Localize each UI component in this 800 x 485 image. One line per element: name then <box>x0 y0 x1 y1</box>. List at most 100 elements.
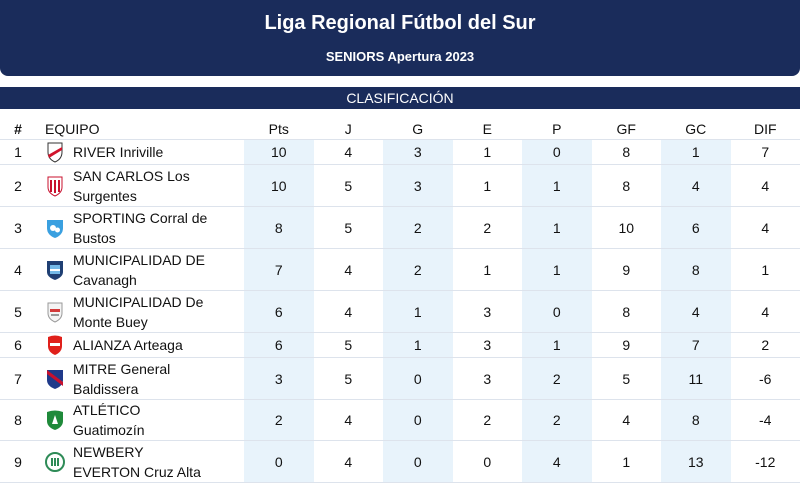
drawn: 2 <box>483 219 492 236</box>
col-g: G <box>412 121 424 137</box>
section-title: CLASIFICACIÓN <box>0 87 800 109</box>
pts: 8 <box>244 206 314 249</box>
drawn: 3 <box>483 337 492 353</box>
table-row: 8 ATLÉTICO Guatimozín 2 4 0 2 2 4 8 -4 <box>0 399 800 441</box>
col-p: P <box>552 121 562 137</box>
goal-difference: 4 <box>761 303 770 320</box>
tournament-subtitle: SENIORS Apertura 2023 <box>325 49 475 64</box>
played: 4 <box>344 412 353 428</box>
table-row: 1 RIVER Inriville 10 4 3 1 0 8 1 7 <box>0 139 800 165</box>
standings-header: # EQUIPO Pts J G E P GF GC DIF <box>0 119 800 140</box>
drawn: 3 <box>483 370 492 387</box>
municipalidad-monte-buey-crest-icon <box>47 302 63 323</box>
goals-for: 4 <box>622 412 631 428</box>
team-cell[interactable]: NEWBERY EVERTON Cruz Alta <box>36 441 244 483</box>
position: 2 <box>14 177 22 194</box>
goal-difference: 1 <box>761 261 770 278</box>
newbery-crest-icon <box>45 451 65 472</box>
team-name: RIVER Inriville <box>73 144 164 160</box>
team-cell[interactable]: MUNICIPALIDAD DE Cavanagh <box>36 249 244 291</box>
lost: 4 <box>522 440 592 483</box>
pts: 3 <box>244 357 314 400</box>
goal-difference: 7 <box>761 144 770 160</box>
position: 7 <box>14 370 22 387</box>
municipalidad-cavanagh-crest-icon <box>47 260 63 280</box>
pts: 10 <box>244 139 314 165</box>
goal-difference: 2 <box>761 337 770 353</box>
team-name: MUNICIPALIDAD De Monte Buey <box>73 293 204 330</box>
table-row: 9 NEWBERY EVERTON Cruz Alta 0 4 0 0 4 1 … <box>0 440 800 483</box>
goal-difference: -12 <box>755 453 776 470</box>
played: 4 <box>344 261 353 278</box>
position: 4 <box>14 261 22 278</box>
lost: 0 <box>522 290 592 333</box>
team-name: MUNICIPALIDAD DE Cavanagh <box>73 251 205 288</box>
drawn: 2 <box>483 412 492 428</box>
goals-against: 7 <box>661 332 731 358</box>
table-row: 7 MITRE General Baldissera 3 5 0 3 2 5 1… <box>0 357 800 400</box>
team-name: ATLÉTICO Guatimozín <box>73 402 145 438</box>
goal-difference: 4 <box>761 177 770 194</box>
pts: 0 <box>244 440 314 483</box>
lost: 1 <box>522 332 592 358</box>
played: 5 <box>344 177 353 194</box>
goals-against: 4 <box>661 164 731 207</box>
goals-against: 8 <box>661 248 731 291</box>
drawn: 1 <box>483 261 492 278</box>
team-cell[interactable]: ATLÉTICO Guatimozín <box>36 400 244 441</box>
table-row: 5 MUNICIPALIDAD De Monte Buey 6 4 1 3 0 … <box>0 290 800 333</box>
played: 4 <box>344 144 353 160</box>
team-cell[interactable]: SAN CARLOS Los Surgentes <box>36 165 244 207</box>
drawn: 0 <box>483 453 492 470</box>
col-pts: Pts <box>268 121 289 137</box>
team-cell[interactable]: MUNICIPALIDAD De Monte Buey <box>36 291 244 333</box>
sporting-crest-icon <box>47 219 63 238</box>
won: 1 <box>383 290 453 333</box>
goals-for: 8 <box>622 303 631 320</box>
lost: 1 <box>522 206 592 249</box>
lost: 1 <box>522 248 592 291</box>
col-team-label: EQUIPO <box>45 121 100 137</box>
won: 0 <box>383 440 453 483</box>
col-dif: DIF <box>753 121 777 137</box>
goal-difference: 4 <box>761 219 770 236</box>
goal-difference: -4 <box>759 412 772 428</box>
col-e: E <box>482 121 492 137</box>
team-cell[interactable]: ALIANZA Arteaga <box>36 333 244 358</box>
goals-for: 8 <box>622 177 631 194</box>
played: 4 <box>344 303 353 320</box>
lost: 0 <box>522 139 592 165</box>
team-cell[interactable]: MITRE General Baldissera <box>36 358 244 400</box>
goals-against: 1 <box>661 139 731 165</box>
mitre-crest-icon <box>47 369 63 389</box>
team-cell[interactable]: SPORTING Corral de Bustos <box>36 207 244 249</box>
table-row: 2 SAN CARLOS Los Surgentes 10 5 3 1 1 8 … <box>0 164 800 207</box>
table-row: 6 ALIANZA Arteaga 6 5 1 3 1 9 7 2 <box>0 332 800 358</box>
league-title: Liga Regional Fútbol del Sur <box>264 12 536 34</box>
goals-against: 4 <box>661 290 731 333</box>
lost: 1 <box>522 164 592 207</box>
pts: 6 <box>244 332 314 358</box>
league-header: Liga Regional Fútbol del Sur SENIORS Ape… <box>0 0 800 76</box>
drawn: 1 <box>483 144 492 160</box>
position: 1 <box>14 144 22 160</box>
goals-for: 1 <box>622 453 631 470</box>
goals-for: 9 <box>622 261 631 278</box>
team-name: SAN CARLOS Los Surgentes <box>73 167 190 204</box>
position: 8 <box>14 412 22 428</box>
goals-for: 5 <box>622 370 631 387</box>
lost: 2 <box>522 357 592 400</box>
pts: 6 <box>244 290 314 333</box>
won: 3 <box>383 164 453 207</box>
team-cell[interactable]: RIVER Inriville <box>36 140 244 165</box>
col-gf: GF <box>616 121 636 137</box>
col-gc: GC <box>685 121 707 137</box>
goals-for: 10 <box>618 219 635 236</box>
drawn: 3 <box>483 303 492 320</box>
goals-against: 8 <box>661 399 731 441</box>
won: 0 <box>383 357 453 400</box>
goals-against: 11 <box>661 357 731 400</box>
won: 2 <box>383 206 453 249</box>
won: 2 <box>383 248 453 291</box>
table-row: 4 MUNICIPALIDAD DE Cavanagh 7 4 2 1 1 9 … <box>0 248 800 291</box>
